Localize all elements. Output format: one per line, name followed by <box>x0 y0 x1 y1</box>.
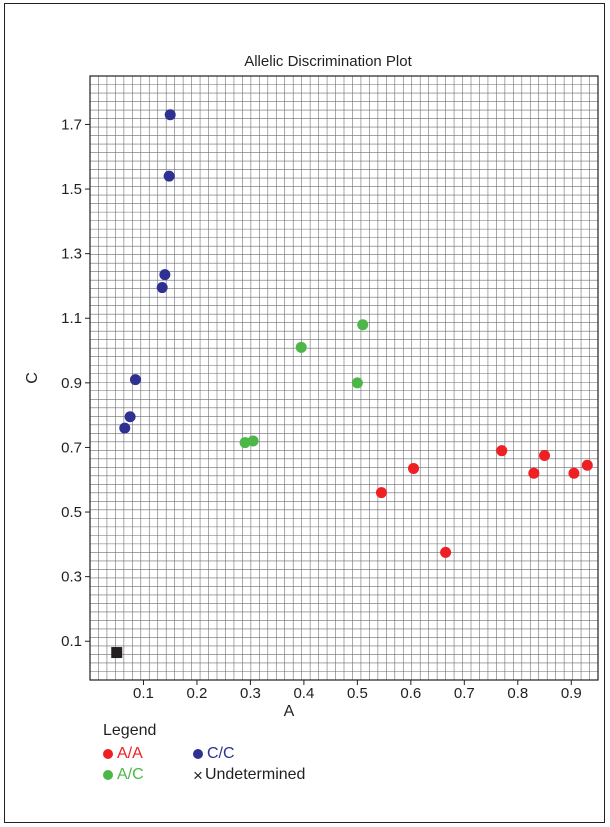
y-tick-label: 1.3 <box>61 246 82 263</box>
data-point-ac <box>357 319 369 331</box>
axis-ticks: 0.1 0.2 0.3 0.4 0.5 0.6 0.7 0.8 0.9 0.1 0.3 0.5 0.7 0… <box>61 116 582 702</box>
x-tick-label: 0.6 <box>400 685 421 702</box>
data-point-cc <box>163 170 175 182</box>
legend-item-ac: A/C <box>103 766 144 784</box>
legend-title: Legend <box>103 722 157 739</box>
legend-cc-marker <box>193 749 203 759</box>
chart-frame <box>4 3 605 823</box>
y-tick-label: 0.1 <box>61 633 82 650</box>
data-point-cc <box>156 282 168 294</box>
y-tick-label: 1.5 <box>61 181 82 198</box>
y-tick-label: 0.5 <box>61 504 82 521</box>
data-point-cc <box>159 269 171 281</box>
x-tick-label: 0.8 <box>507 685 528 702</box>
y-tick-label: 0.9 <box>61 375 82 392</box>
legend-cc-label: C/C <box>207 745 235 762</box>
y-tick-label: 1.7 <box>61 116 82 133</box>
legend-aa-marker <box>103 749 113 759</box>
data-point-aa <box>581 459 593 471</box>
legend-item-aa: A/A <box>103 745 143 763</box>
x-tick-label: 0.2 <box>187 685 208 702</box>
chart-title: Allelic Discrimination Plot <box>244 53 412 70</box>
data-point-ac <box>295 341 307 353</box>
data-point-aa <box>375 487 387 499</box>
data-point-undetermined <box>111 647 123 659</box>
data-point-cc <box>119 422 131 434</box>
data-point-cc <box>164 109 176 121</box>
data-point-ac <box>351 377 363 389</box>
legend-item-cc: C/C <box>193 745 235 763</box>
x-tick-label: 0.9 <box>561 685 582 702</box>
grid <box>90 76 598 680</box>
data-point-aa <box>568 467 580 479</box>
y-axis-label: C <box>24 372 41 384</box>
data-point-ac <box>247 435 259 447</box>
y-tick-label: 0.3 <box>61 569 82 586</box>
y-tick-label: 0.7 <box>61 439 82 456</box>
x-axis-label: A <box>284 703 295 720</box>
x-tick-label: 0.4 <box>293 685 314 702</box>
legend-ac-label: A/C <box>117 766 144 783</box>
x-tick-label: 0.3 <box>240 685 261 702</box>
y-tick-label: 1.1 <box>61 310 82 327</box>
data-point-cc <box>124 411 136 423</box>
data-point-aa <box>408 462 420 474</box>
data-point-aa <box>539 450 551 462</box>
plot-area <box>89 75 599 681</box>
data-point-cc <box>129 374 141 386</box>
x-tick-label: 0.5 <box>347 685 368 702</box>
x-mark-icon: × <box>193 765 203 785</box>
data-point-aa <box>440 546 452 558</box>
x-tick-label: 0.7 <box>454 685 475 702</box>
data-points <box>111 109 593 659</box>
legend-item-undetermined: × Undetermined <box>193 766 305 784</box>
legend-ac-marker <box>103 770 113 780</box>
x-tick-label: 0.1 <box>133 685 154 702</box>
data-point-aa <box>528 467 540 479</box>
legend-aa-label: A/A <box>117 745 143 762</box>
legend-undetermined-label: Undetermined <box>204 766 306 783</box>
data-point-aa <box>496 445 508 457</box>
